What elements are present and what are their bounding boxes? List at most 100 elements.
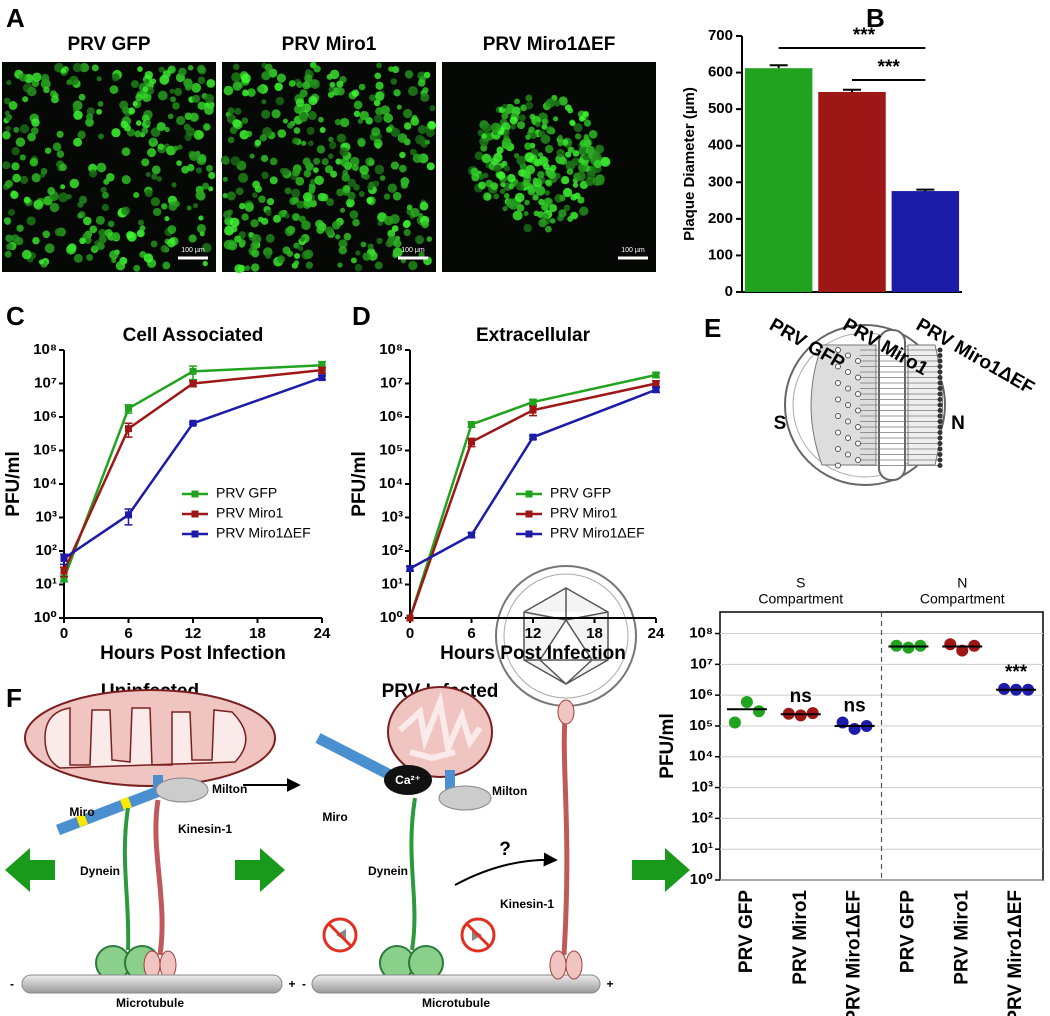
neuron: [835, 347, 841, 353]
terminal: [937, 375, 943, 380]
cell: [137, 66, 143, 72]
cell: [83, 216, 92, 226]
cell: [567, 107, 574, 114]
cell: [8, 208, 16, 216]
group-label: Compartment: [920, 591, 1005, 607]
cell: [426, 162, 435, 171]
y-tick-label: 10³: [691, 779, 713, 796]
cell: [541, 202, 549, 211]
cell: [73, 110, 83, 120]
cell: [266, 198, 275, 206]
cell: [269, 176, 278, 185]
cell: [353, 100, 363, 110]
cell: [427, 120, 437, 130]
neuron: [845, 352, 851, 359]
cell: [390, 127, 400, 138]
cell: [525, 101, 534, 110]
label: Miro: [69, 805, 94, 819]
capsid: [523, 587, 609, 686]
label: Milton: [492, 784, 527, 798]
kinesin-tail: [557, 699, 575, 725]
cell: [291, 213, 300, 222]
cell: [422, 87, 429, 94]
y-tick-label: 10³: [381, 508, 403, 525]
cell: [202, 260, 208, 267]
cell: [222, 157, 230, 165]
label: Microtubule: [422, 996, 490, 1010]
cell: [600, 156, 611, 167]
cell: [134, 130, 142, 138]
cell: [582, 110, 589, 117]
label: Miro: [322, 810, 347, 824]
cell: [186, 205, 192, 211]
point: [189, 367, 197, 375]
cell: [10, 190, 19, 200]
cell: [295, 176, 305, 186]
cell: [234, 235, 242, 243]
cell: [567, 146, 575, 154]
cell: [86, 113, 94, 121]
cell: [423, 71, 431, 79]
cell: [42, 230, 50, 239]
cell: [132, 101, 138, 107]
cell: [542, 212, 549, 220]
cell: [534, 178, 543, 186]
cell: [329, 81, 336, 88]
cell: [562, 139, 569, 146]
point: [529, 398, 537, 406]
cell: [133, 264, 141, 272]
point: [189, 380, 197, 387]
cell: [151, 165, 161, 175]
cell: [336, 80, 344, 88]
cell: [195, 167, 203, 174]
cell: [569, 120, 576, 127]
neuron: [835, 396, 841, 403]
legend-label: PRV Miro1: [216, 505, 284, 521]
cell: [60, 68, 67, 74]
cell: [400, 181, 409, 189]
cell: [127, 107, 136, 115]
series-line: [62, 368, 323, 572]
cell: [509, 116, 518, 125]
cell: [158, 66, 165, 73]
y-tick-label: 10¹: [35, 575, 57, 592]
cell: [151, 173, 158, 180]
cell: [150, 240, 158, 248]
cell: [368, 159, 375, 166]
point: [318, 374, 326, 382]
cell: [111, 128, 121, 138]
cell: [289, 197, 298, 205]
cell: [387, 183, 398, 193]
point: [728, 716, 741, 729]
cell: [524, 152, 535, 163]
point: [468, 438, 475, 446]
cell: [360, 241, 367, 248]
cell: [374, 114, 383, 123]
y-tick-label: 200: [708, 210, 733, 227]
cell: [482, 123, 492, 133]
direction-arrow: [235, 848, 285, 892]
legend-label: PRV Miro1ΔEF: [550, 525, 645, 541]
terminal: [937, 419, 943, 424]
cell: [100, 186, 107, 194]
cell: [349, 210, 359, 219]
annotation: ***: [1005, 662, 1028, 683]
cell: [502, 103, 508, 109]
cell: [167, 225, 177, 234]
cell: [178, 67, 187, 77]
neuron: [855, 424, 861, 430]
cell: [411, 115, 418, 122]
cell: [232, 119, 241, 128]
cell: [359, 110, 369, 121]
cell: [545, 98, 556, 108]
cell: [328, 86, 335, 92]
point: [468, 531, 475, 539]
cell: [342, 184, 351, 194]
cell: [227, 107, 235, 115]
cell: [535, 121, 541, 128]
cell: [415, 134, 425, 145]
cell: [572, 150, 580, 157]
chamber-diagram: S N: [774, 324, 965, 486]
cell: [353, 184, 360, 191]
panel-labels: A B C D E F: [6, 3, 885, 713]
